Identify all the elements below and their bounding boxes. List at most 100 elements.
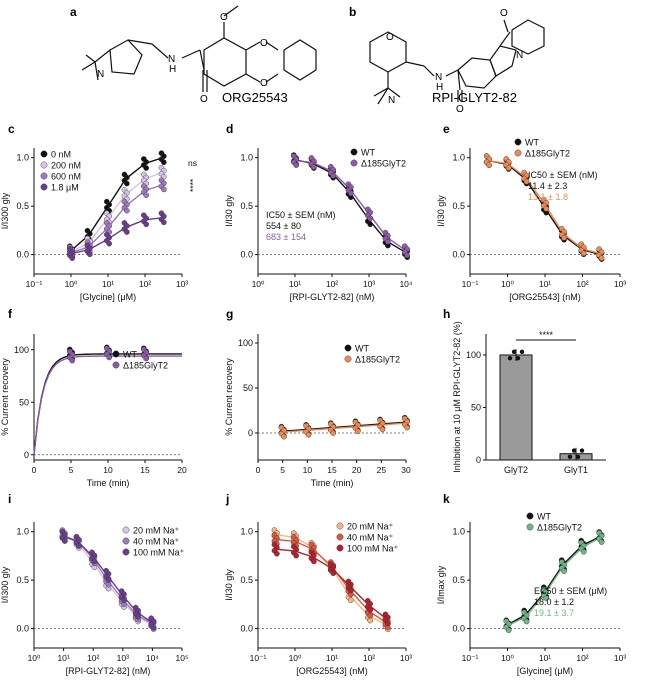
data-point-d [367,221,374,228]
x-tick-label-g: 5 [280,465,285,475]
panel-label-d: d [226,122,233,136]
x-tick-label-c: 10² [139,279,151,289]
data-point-k [598,539,605,545]
data-point-f [106,354,112,361]
bar-point-GlyT1 [575,454,581,460]
atom-o-benzyloxy-a: O [260,38,268,49]
y-tick-label-d: 0.5 [240,201,253,211]
data-point-d [330,172,337,179]
parameter-value-k: 19.1 ± 3.7 [534,608,574,618]
legend-marker-j [336,522,344,530]
legend-marker-e [514,149,522,157]
bar-GlyT2 [499,354,533,461]
data-point-c [161,186,167,193]
x-tick-label-GlyT2: GlyT2 [504,465,528,475]
series-line-g [282,421,407,432]
bar-point-GlyT2 [515,355,521,361]
data-point-k [580,548,587,555]
legend-label-i: 100 mM Na⁺ [133,548,185,558]
data-point-i [135,613,141,620]
legend-marker-k [526,512,534,520]
parameter-value-d: 554 ± 80 [266,221,301,231]
legend-label-k: Δ185GlyT2 [537,523,582,533]
x-tick-label-j: 10¹ [326,653,338,663]
x-tick-label-i: 10³ [117,653,129,663]
legend-label-e: Δ185GlyT2 [525,149,570,159]
atom-h-b: H [436,82,443,93]
atom-nh-a: N [168,54,175,65]
data-point-g [355,428,361,435]
parameter-header-d: IC50 ± SEM (nM) [266,210,335,220]
bar-point-GlyT1 [571,448,577,453]
data-point-c [143,165,149,171]
x-tick-label-j: 10⁻¹ [250,653,267,663]
x-tick-label-i: 10⁰ [28,653,41,663]
data-point-c [143,192,149,198]
y-axis-label-f: % Current recovery [0,358,10,436]
structure-org25543 [81,5,317,92]
data-point-c [161,159,167,166]
atom-n-indoline-b: N [516,50,523,61]
legend-marker-c [40,161,48,169]
data-point-j [367,607,374,613]
data-point-j [385,620,391,627]
x-tick-label-f: 20 [177,465,187,475]
legend-marker-i [122,537,130,545]
legend-label-c: 1.8 μM [51,183,79,193]
data-point-c [124,207,130,214]
x-tick-label-i: 10⁵ [176,653,189,663]
legend-label-e: WT [525,138,539,148]
y-axis-label-e: I/I30 gly [436,195,446,227]
data-point-i [150,624,157,631]
legend-marker-d [350,159,358,167]
data-point-g [281,433,287,440]
panel-label-c: c [8,122,15,136]
y-tick-label-h: 0 [476,455,481,465]
x-tick-label-e: 10³ [614,279,626,289]
legend-marker-c [40,172,48,180]
data-point-d [311,164,317,170]
data-point-k [523,618,530,625]
x-axis-label-c: [Glycine] (μM) [80,292,136,302]
data-point-j [274,550,280,557]
y-tick-label-c: 1.0 [16,153,29,163]
x-tick-label-j: 10² [363,653,375,663]
data-point-j [367,612,374,619]
legend-label-d: Δ185GlyT2 [361,159,406,169]
benzyl-ring [283,39,317,81]
y-tick-label-k: 0.5 [452,575,465,585]
data-point-f [143,355,149,362]
panel-label-i: i [8,492,11,506]
bar-point-GlyT2 [507,355,513,361]
significance-label: **** [539,330,554,340]
cyclopentane-ring [109,39,143,75]
x-tick-label-g: 30 [401,465,411,475]
data-point-i [62,538,68,544]
y-tick-label-k: 1.0 [452,527,465,537]
y-axis-label-c: I/I300 gly [0,192,10,229]
x-tick-label-g: 0 [256,465,261,475]
legend-marker-f [112,350,120,358]
x-axis-label-k: [Glycine] (μM) [517,666,573,676]
data-point-c [69,255,75,261]
data-point-g [305,432,312,438]
indoline-pyrroline [489,45,517,77]
data-point-j [348,597,354,603]
legend-marker-c [40,183,48,191]
parameter-value-d: 683 ± 154 [266,232,306,242]
bar-point-GlyT1 [579,448,585,453]
y-tick-label-h: 100 [466,350,481,360]
y-tick-label-d: 1.0 [240,153,253,163]
legend-label-c: 0 nM [51,150,71,160]
data-point-g [330,430,337,436]
legend-label-j: 20 mM Na⁺ [347,522,394,532]
legend-label-g: Δ185GlyT2 [355,355,400,365]
data-point-i [91,558,98,565]
y-tick-label-e: 0.0 [452,250,465,260]
panel-label-e: e [443,122,450,136]
structure-rpi-glyt2-82 [369,19,545,105]
benzoyl-ring [511,19,545,55]
x-tick-label-d: 10² [326,279,338,289]
